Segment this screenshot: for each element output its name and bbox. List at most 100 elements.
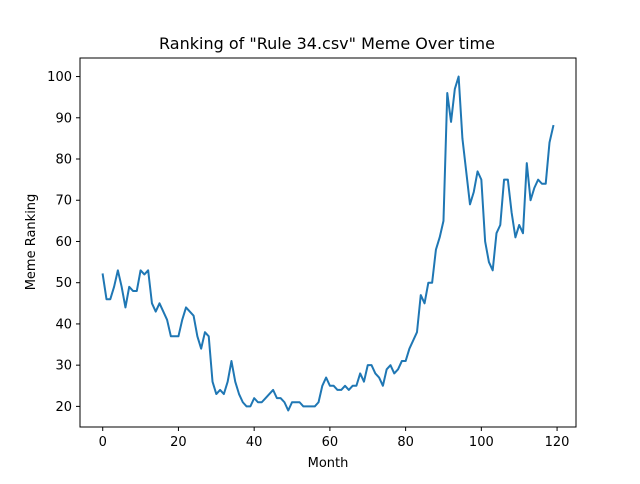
data-point (193, 315, 195, 317)
data-point (257, 401, 259, 403)
data-point (208, 335, 210, 337)
data-point (189, 311, 191, 313)
data-point (124, 306, 126, 308)
data-point (458, 76, 460, 78)
data-point (242, 401, 244, 403)
data-point (321, 385, 323, 387)
data-point (397, 368, 399, 370)
data-point (265, 397, 267, 399)
data-point (283, 401, 285, 403)
data-point (117, 269, 119, 271)
data-point (272, 389, 274, 391)
data-point (310, 405, 312, 407)
data-point (238, 393, 240, 395)
data-point (378, 377, 380, 379)
x-tick-label: 60 (322, 435, 339, 450)
data-point (518, 224, 520, 226)
data-point (359, 372, 361, 374)
data-point (492, 269, 494, 271)
data-point (465, 170, 467, 172)
plot-frame (79, 57, 577, 428)
data-point (469, 203, 471, 205)
data-point (446, 92, 448, 94)
data-point (276, 397, 278, 399)
data-point (219, 389, 221, 391)
x-axis-label: Month (308, 456, 349, 471)
data-point (344, 385, 346, 387)
data-point (204, 331, 206, 333)
data-point (533, 187, 535, 189)
data-point (128, 286, 130, 288)
data-point (477, 170, 479, 172)
data-point (386, 368, 388, 370)
data-point (427, 282, 429, 284)
y-tick-label: 100 (47, 70, 72, 85)
data-point (249, 405, 251, 407)
data-point (495, 232, 497, 234)
data-point (174, 335, 176, 337)
data-point (287, 410, 289, 412)
x-tick-label: 0 (99, 435, 107, 450)
data-point (299, 401, 301, 403)
data-point (499, 224, 501, 226)
data-point (442, 220, 444, 222)
data-point (424, 302, 426, 304)
data-point (151, 302, 153, 304)
data-point (132, 290, 134, 292)
data-point (488, 261, 490, 263)
x-tick-label: 100 (469, 435, 494, 450)
data-point (185, 306, 187, 308)
y-tick-label: 80 (55, 153, 72, 168)
data-point (389, 364, 391, 366)
data-point (196, 335, 198, 337)
data-point (306, 405, 308, 407)
data-point (314, 405, 316, 407)
data-point (261, 401, 263, 403)
data-point (280, 397, 282, 399)
y-tick-label: 70 (55, 194, 72, 209)
data-point (162, 311, 164, 313)
data-point (325, 377, 327, 379)
chart-title: Ranking of "Rule 34.csv" Meme Over time (159, 34, 495, 53)
data-point (522, 232, 524, 234)
data-point (405, 360, 407, 362)
data-point (526, 162, 528, 164)
data-point (552, 125, 554, 127)
y-tick-label: 20 (55, 400, 72, 415)
data-point (246, 405, 248, 407)
data-point (416, 331, 418, 333)
data-point (121, 286, 123, 288)
data-point (253, 397, 255, 399)
x-tick-label: 20 (170, 435, 187, 450)
data-point (159, 302, 161, 304)
data-point (367, 364, 369, 366)
y-tick-label: 60 (55, 235, 72, 250)
data-point (454, 88, 456, 90)
data-point (371, 364, 373, 366)
data-point (537, 179, 539, 181)
data-point (200, 348, 202, 350)
data-point (155, 311, 157, 313)
data-point (408, 348, 410, 350)
y-tick-label: 30 (55, 359, 72, 374)
data-point (136, 290, 138, 292)
data-point (234, 381, 236, 383)
data-point (177, 335, 179, 337)
data-point (181, 319, 183, 321)
data-point (450, 121, 452, 123)
data-point (170, 335, 172, 337)
y-axis-ticks: 20 30 40 50 60 70 80 90 100 (47, 70, 80, 415)
data-point (435, 249, 437, 251)
data-point (507, 179, 509, 181)
data-point (348, 389, 350, 391)
data-point (355, 385, 357, 387)
series-layer (101, 75, 555, 412)
data-point (147, 269, 149, 271)
data-point (295, 401, 297, 403)
data-point (382, 385, 384, 387)
data-point (143, 273, 145, 275)
data-point (484, 240, 486, 242)
data-point (374, 372, 376, 374)
x-tick-label: 80 (397, 435, 414, 450)
